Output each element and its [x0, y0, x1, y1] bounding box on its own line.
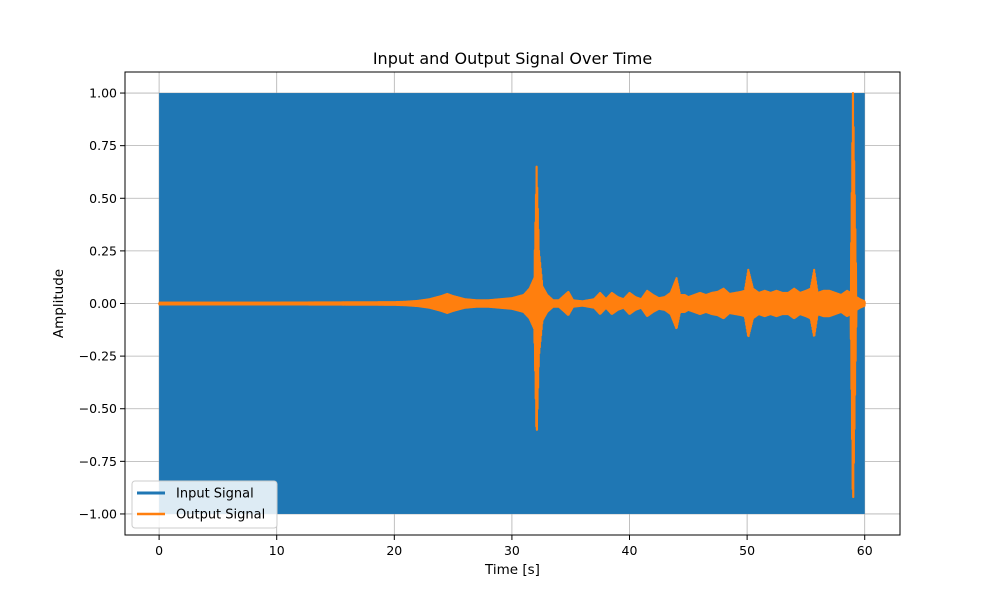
series-layer — [158, 91, 866, 514]
y-tick-label: 1.00 — [89, 86, 117, 101]
y-tick-label: −1.00 — [79, 506, 117, 521]
x-tick-label: 0 — [155, 543, 163, 558]
series-output-signal — [158, 91, 866, 499]
x-axis-ticks: 0 10 20 30 40 50 60 — [155, 535, 873, 558]
x-tick-label: 30 — [504, 543, 520, 558]
y-tick-label: −0.50 — [79, 401, 117, 416]
y-tick-label: −0.25 — [79, 349, 117, 364]
legend-box — [131, 480, 278, 529]
y-tick-label: 0.00 — [89, 296, 117, 311]
x-tick-label: 60 — [857, 543, 873, 558]
legend: Input Signal Output Signal — [131, 480, 278, 529]
chart-title: Input and Output Signal Over Time — [373, 49, 652, 68]
y-tick-label: 0.75 — [89, 138, 117, 153]
y-axis-label: Amplitude — [51, 269, 67, 338]
x-tick-label: 10 — [269, 543, 285, 558]
plot-area — [158, 91, 866, 514]
x-tick-label: 50 — [739, 543, 755, 558]
y-tick-label: 0.25 — [89, 243, 117, 258]
x-tick-label: 20 — [386, 543, 402, 558]
legend-label-input: Input Signal — [176, 487, 254, 502]
y-tick-label: 0.50 — [89, 191, 117, 206]
legend-label-output: Output Signal — [176, 508, 265, 523]
y-axis-ticks: −1.00 −0.75 −0.50 −0.25 0.00 0.25 0.50 0.75 1.00 — [79, 86, 125, 521]
x-axis-label: Time [s] — [484, 562, 540, 578]
x-tick-label: 40 — [622, 543, 638, 558]
y-tick-label: −0.75 — [79, 454, 117, 469]
